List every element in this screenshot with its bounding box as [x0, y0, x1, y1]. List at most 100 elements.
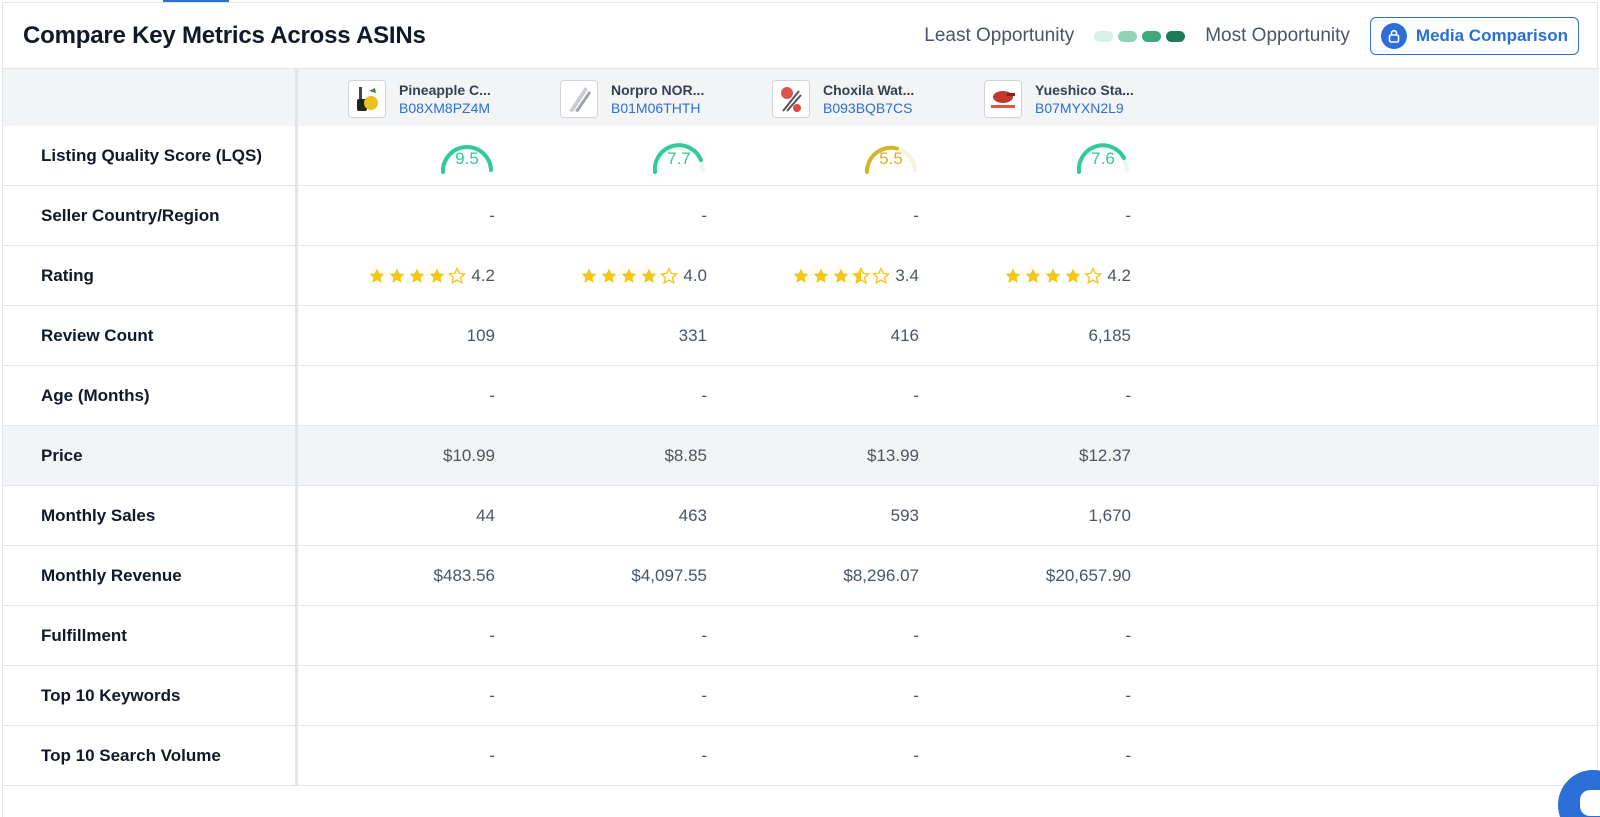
age-value: - — [913, 385, 919, 405]
active-tab-indicator — [163, 0, 229, 2]
page-title: Compare Key Metrics Across ASINs — [23, 22, 426, 49]
row-label: Price — [41, 445, 83, 465]
star-full-icon — [621, 268, 637, 283]
star-empty-icon — [1084, 266, 1103, 284]
star-full-icon — [641, 268, 657, 283]
opportunity-legend: Least Opportunity Most Opportunity Media… — [924, 17, 1599, 55]
monthly-sales-row: Monthly Sales 44 463 593 1,670 — [3, 486, 1599, 546]
seller-row: Seller Country/Region - - - - — [3, 186, 1599, 246]
age-value: - — [1125, 385, 1131, 405]
lqs-gauge: 5.5 — [863, 136, 919, 176]
rating-cell: 4.0 — [580, 266, 707, 286]
least-opportunity-label: Least Opportunity — [924, 25, 1075, 46]
opportunity-dot-2 — [1118, 30, 1138, 42]
search-volume-value: - — [913, 745, 919, 765]
price-value: $12.37 — [1079, 445, 1131, 465]
media-comparison-button[interactable]: Media Comparison — [1369, 17, 1579, 55]
search-volume-value: - — [701, 745, 707, 765]
monthly-revenue-row: Monthly Revenue $483.56 $4,097.55 $8,296… — [3, 546, 1599, 606]
opportunity-dot-4 — [1166, 30, 1186, 42]
star-full-icon — [1025, 268, 1041, 283]
row-label: Listing Quality Score (LQS) — [41, 145, 263, 165]
row-label: Seller Country/Region — [41, 205, 220, 225]
search-volume-value: - — [1125, 745, 1131, 765]
rating-cell: 4.2 — [1004, 266, 1131, 286]
review-count-row: Review Count 109 331 416 6,185 — [3, 306, 1599, 366]
seller-value: - — [701, 205, 707, 225]
review-count-value: 109 — [466, 325, 495, 345]
product-thumbnail[interactable] — [772, 80, 810, 118]
star-full-icon — [813, 268, 829, 283]
product-column-4: Yueshico Sta... B07MYXN2L9 — [984, 80, 1134, 118]
monthly-sales-value: 593 — [890, 505, 919, 525]
star-full-icon — [601, 268, 617, 283]
monthly-revenue-value: $483.56 — [433, 565, 495, 585]
rating-value: 4.0 — [683, 265, 707, 285]
seller-value: - — [489, 205, 495, 225]
age-row: Age (Months) - - - - — [3, 366, 1599, 426]
row-label: Monthly Sales — [41, 505, 156, 525]
star-full-icon — [581, 268, 597, 283]
product-thumbnail[interactable] — [560, 80, 598, 118]
rating-cell: 4.2 — [368, 266, 495, 286]
lqs-row: Listing Quality Score (LQS) 9.5 7.7 5.5 … — [3, 126, 1599, 186]
lqs-value: 5.5 — [879, 149, 903, 168]
row-label: Age (Months) — [41, 385, 150, 405]
star-full-icon — [429, 268, 445, 283]
star-full-icon — [833, 268, 849, 283]
opportunity-scale — [1094, 30, 1186, 42]
product-name: Choxila Wat... — [823, 82, 915, 98]
product-thumbnail[interactable] — [984, 80, 1022, 118]
row-label: Top 10 Search Volume — [41, 745, 221, 765]
star-full-icon — [793, 268, 809, 283]
rating-row: Rating 4.2 4.0 — [3, 246, 1599, 306]
price-row: Price $10.99 $8.85 $13.99 $12.37 — [3, 426, 1599, 486]
top-keywords-value: - — [489, 685, 495, 705]
product-name: Pineapple C... — [399, 82, 491, 98]
rating-value: 4.2 — [1107, 265, 1131, 285]
star-full-icon — [1065, 268, 1081, 283]
monthly-revenue-value: $20,657.90 — [1045, 565, 1131, 585]
lqs-gauge: 9.5 — [439, 136, 495, 176]
monthly-sales-value: 1,670 — [1088, 505, 1131, 525]
fulfillment-row: Fulfillment - - - - — [3, 606, 1599, 666]
top-keywords-value: - — [701, 685, 707, 705]
chat-icon — [1580, 790, 1600, 816]
most-opportunity-label: Most Opportunity — [1205, 25, 1350, 46]
asin-link[interactable]: B01M06THTH — [611, 100, 701, 116]
star-empty-icon — [660, 266, 679, 284]
search-volume-value: - — [489, 745, 495, 765]
fulfillment-value: - — [489, 625, 495, 645]
asin-link[interactable]: B07MYXN2L9 — [1035, 100, 1124, 116]
star-full-icon — [409, 268, 425, 283]
lqs-value: 9.5 — [455, 149, 479, 168]
monthly-revenue-value: $8,296.07 — [843, 565, 919, 585]
product-column-2: Norpro NOR... B01M06THTH — [560, 80, 704, 118]
star-rating — [1004, 266, 1103, 285]
row-label: Monthly Revenue — [41, 565, 182, 585]
age-value: - — [701, 385, 707, 405]
lock-icon — [1380, 23, 1407, 49]
rating-cell: 3.4 — [792, 266, 919, 286]
star-rating — [368, 266, 467, 285]
review-count-value: 416 — [890, 325, 919, 345]
review-count-value: 331 — [678, 325, 707, 345]
star-half-icon — [852, 266, 871, 284]
product-thumbnail[interactable] — [348, 80, 386, 118]
fulfillment-value: - — [913, 625, 919, 645]
fulfillment-value: - — [701, 625, 707, 645]
opportunity-dot-1 — [1094, 30, 1114, 42]
top-keywords-value: - — [1125, 685, 1131, 705]
review-count-value: 6,185 — [1088, 325, 1131, 345]
lqs-value: 7.7 — [667, 149, 691, 168]
asin-link[interactable]: B093BQB7CS — [823, 100, 913, 116]
star-full-icon — [389, 268, 405, 283]
search-volume-row: Top 10 Search Volume - - - - — [3, 726, 1599, 786]
star-full-icon — [1045, 268, 1061, 283]
lqs-value: 7.6 — [1091, 149, 1115, 168]
asin-link[interactable]: B08XM8PZ4M — [399, 100, 491, 116]
metrics-table: Pineapple C... B08XM8PZ4M Norpro NOR... … — [3, 69, 1599, 786]
star-empty-icon — [448, 266, 467, 284]
top-keywords-row: Top 10 Keywords - - - - — [3, 666, 1599, 726]
monthly-revenue-value: $4,097.55 — [631, 565, 707, 585]
